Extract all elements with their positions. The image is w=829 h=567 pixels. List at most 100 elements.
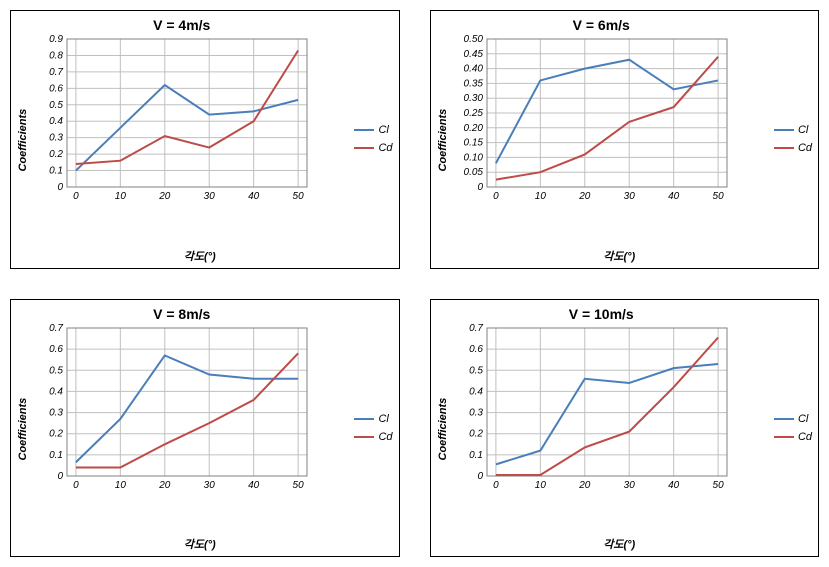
svg-text:0.1: 0.1 bbox=[49, 449, 63, 460]
svg-text:40: 40 bbox=[248, 191, 260, 202]
svg-text:0: 0 bbox=[477, 182, 483, 193]
svg-text:20: 20 bbox=[578, 191, 591, 202]
svg-text:0: 0 bbox=[73, 480, 79, 491]
svg-text:0.45: 0.45 bbox=[463, 49, 483, 60]
svg-text:10: 10 bbox=[534, 191, 546, 202]
svg-text:10: 10 bbox=[534, 480, 546, 491]
svg-text:0.3: 0.3 bbox=[49, 133, 63, 144]
svg-text:0.1: 0.1 bbox=[469, 449, 483, 460]
legend-item-cl: Cl bbox=[354, 413, 392, 425]
svg-text:0.8: 0.8 bbox=[49, 50, 63, 61]
legend-label: Cd bbox=[378, 142, 392, 154]
legend-item-cd: Cd bbox=[354, 431, 392, 443]
svg-text:0: 0 bbox=[57, 182, 63, 193]
svg-text:0.35: 0.35 bbox=[463, 78, 483, 89]
chart-panel-v4: V = 4m/s Coefficients 00.10.20.30.40.50.… bbox=[10, 10, 400, 269]
plot-area: 0 0.05 0.10 0.15 0.20 0.25 0.30 0.35 0.40 0.45 0.5… bbox=[451, 35, 768, 246]
legend-label: Cd bbox=[798, 431, 812, 443]
svg-text:0.6: 0.6 bbox=[49, 344, 63, 355]
svg-text:0.40: 0.40 bbox=[463, 64, 483, 75]
svg-text:0: 0 bbox=[57, 471, 63, 482]
legend-label: Cl bbox=[378, 413, 388, 425]
svg-text:0.2: 0.2 bbox=[49, 428, 63, 439]
svg-text:0.3: 0.3 bbox=[469, 407, 483, 418]
svg-text:0.6: 0.6 bbox=[49, 83, 63, 94]
svg-text:0.7: 0.7 bbox=[469, 324, 483, 334]
legend: Cl Cd bbox=[768, 413, 812, 443]
legend-item-cd: Cd bbox=[774, 431, 812, 443]
legend: Cl Cd bbox=[348, 124, 392, 154]
svg-text:0.4: 0.4 bbox=[49, 386, 63, 397]
svg-text:0.2: 0.2 bbox=[469, 428, 483, 439]
svg-text:0.4: 0.4 bbox=[49, 116, 63, 127]
chart-panel-v10: V = 10m/s Coefficients 00.10.20.30.40.50… bbox=[430, 299, 820, 558]
plot-area: 00.10.20.30.40.50.60.70.80.901020304050 bbox=[31, 35, 348, 246]
legend-swatch bbox=[354, 436, 374, 438]
plot-area: 00.10.20.30.40.50.60.701020304050 bbox=[451, 324, 768, 535]
legend-swatch bbox=[774, 147, 794, 149]
chart-panel-v6: V = 6m/s Coefficients 00.050.100.150.200… bbox=[430, 10, 820, 269]
legend-swatch bbox=[354, 418, 374, 420]
svg-text:40: 40 bbox=[668, 191, 680, 202]
svg-text:0.25: 0.25 bbox=[463, 108, 483, 119]
legend: Cl Cd bbox=[348, 413, 392, 443]
svg-text:50: 50 bbox=[293, 480, 305, 491]
svg-text:50: 50 bbox=[712, 191, 724, 202]
svg-text:0.5: 0.5 bbox=[49, 100, 63, 111]
legend-label: Cd bbox=[798, 142, 812, 154]
svg-text:0.3: 0.3 bbox=[49, 407, 63, 418]
legend-label: Cl bbox=[798, 124, 808, 136]
chart-panel-v8: V = 8m/s Coefficients 0 0.1 0.2 0.3 0.4 0.5 0.… bbox=[10, 299, 400, 558]
svg-text:30: 30 bbox=[623, 191, 635, 202]
svg-text:0.7: 0.7 bbox=[49, 324, 63, 334]
svg-text:0.20: 0.20 bbox=[463, 123, 483, 134]
legend: Cl Cd bbox=[768, 124, 812, 154]
y-axis-label: Coefficients bbox=[15, 35, 31, 246]
svg-text:0.10: 0.10 bbox=[463, 152, 483, 163]
svg-text:0.9: 0.9 bbox=[49, 35, 63, 45]
svg-text:0.7: 0.7 bbox=[49, 67, 63, 78]
y-axis-label: Coefficients bbox=[435, 324, 451, 535]
svg-text:0.30: 0.30 bbox=[463, 93, 483, 104]
x-axis-label: 각도(°) bbox=[15, 534, 348, 552]
svg-text:0.5: 0.5 bbox=[469, 365, 483, 376]
svg-text:0: 0 bbox=[493, 191, 499, 202]
svg-text:0.2: 0.2 bbox=[49, 149, 63, 160]
svg-text:10: 10 bbox=[115, 480, 127, 491]
legend-label: Cl bbox=[378, 124, 388, 136]
svg-text:0.50: 0.50 bbox=[463, 35, 483, 45]
svg-text:0: 0 bbox=[73, 191, 79, 202]
svg-text:10: 10 bbox=[115, 191, 127, 202]
svg-text:20: 20 bbox=[158, 480, 171, 491]
legend-swatch bbox=[774, 418, 794, 420]
legend-item-cd: Cd bbox=[774, 142, 812, 154]
svg-text:40: 40 bbox=[668, 480, 680, 491]
legend-item-cd: Cd bbox=[354, 142, 392, 154]
chart-title: V = 6m/s bbox=[435, 15, 768, 35]
svg-text:40: 40 bbox=[248, 480, 260, 491]
svg-text:20: 20 bbox=[578, 480, 591, 491]
x-axis-label: 각도(°) bbox=[435, 534, 768, 552]
legend-item-cl: Cl bbox=[354, 124, 392, 136]
svg-text:0.5: 0.5 bbox=[49, 365, 63, 376]
svg-text:30: 30 bbox=[204, 480, 216, 491]
svg-text:0.6: 0.6 bbox=[469, 344, 483, 355]
y-axis-label: Coefficients bbox=[435, 35, 451, 246]
legend-swatch bbox=[774, 129, 794, 131]
svg-text:0: 0 bbox=[477, 471, 483, 482]
legend-label: Cl bbox=[798, 413, 808, 425]
svg-text:0: 0 bbox=[493, 480, 499, 491]
svg-text:30: 30 bbox=[204, 191, 216, 202]
svg-text:30: 30 bbox=[623, 480, 635, 491]
svg-text:0.15: 0.15 bbox=[463, 138, 483, 149]
x-axis-label: 각도(°) bbox=[435, 246, 768, 264]
chart-title: V = 4m/s bbox=[15, 15, 348, 35]
x-axis-label: 각도(°) bbox=[15, 246, 348, 264]
legend-item-cl: Cl bbox=[774, 413, 812, 425]
svg-text:50: 50 bbox=[712, 480, 724, 491]
chart-title: V = 10m/s bbox=[435, 304, 768, 324]
y-axis-label: Coefficients bbox=[15, 324, 31, 535]
chart-title: V = 8m/s bbox=[15, 304, 348, 324]
svg-text:0.05: 0.05 bbox=[463, 167, 483, 178]
plot-area: 0 0.1 0.2 0.3 0.4 0.5 0.6 0.7 0 10 20 30 40 50 bbox=[31, 324, 348, 535]
